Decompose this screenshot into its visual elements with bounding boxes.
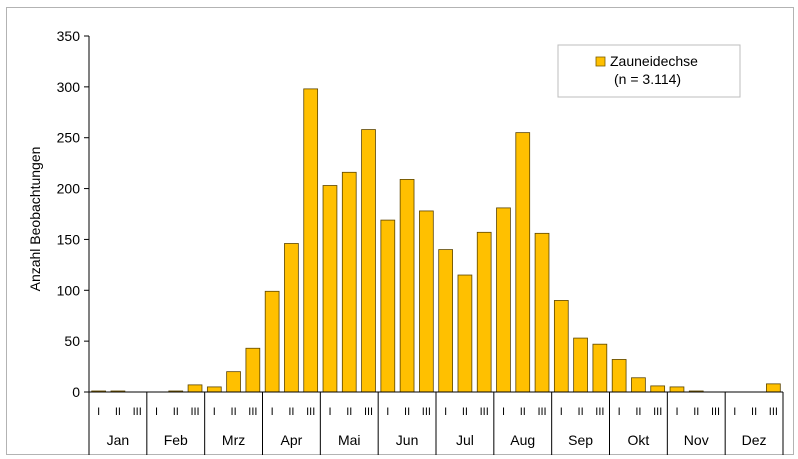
- month-label: Mai: [338, 432, 361, 448]
- decade-label: III: [769, 406, 778, 418]
- legend: Zauneidechse (n = 3.114): [557, 44, 741, 98]
- decade-label: II: [115, 406, 121, 418]
- decade-label: I: [213, 406, 216, 418]
- legend-box: [557, 44, 741, 98]
- decade-label: I: [444, 406, 447, 418]
- bar: [476, 231, 492, 393]
- bar: [766, 383, 781, 393]
- decade-label: I: [560, 406, 563, 418]
- bar: [669, 386, 685, 393]
- y-tick-label: 150: [57, 231, 81, 247]
- bar: [496, 207, 511, 393]
- bar: [187, 384, 203, 393]
- month-label: Aug: [510, 432, 535, 448]
- month-label: Feb: [164, 432, 188, 448]
- decade-label: III: [133, 406, 142, 418]
- decade-label: III: [422, 406, 431, 418]
- decade-label: I: [97, 406, 100, 418]
- bar: [457, 274, 473, 393]
- bar: [322, 185, 338, 393]
- bar: [380, 219, 396, 393]
- y-tick-label: 100: [57, 282, 81, 298]
- bar: [206, 386, 222, 393]
- decade-label: III: [653, 406, 662, 418]
- decade-label: I: [618, 406, 621, 418]
- decade-label: II: [404, 406, 410, 418]
- bar: [553, 300, 569, 393]
- decade-label: I: [386, 406, 389, 418]
- decade-label: II: [578, 406, 584, 418]
- bar: [399, 179, 415, 393]
- decade-label: I: [328, 406, 331, 418]
- decade-label: III: [306, 406, 315, 418]
- bars: [91, 88, 781, 393]
- bar: [650, 385, 666, 393]
- decade-label: II: [462, 406, 468, 418]
- decade-label: II: [635, 406, 641, 418]
- bar: [264, 290, 280, 393]
- decade-label: III: [711, 406, 720, 418]
- legend-sublabel: (n = 3.114): [614, 71, 681, 87]
- bar: [361, 129, 376, 393]
- decade-label: II: [288, 406, 294, 418]
- bar: [631, 377, 646, 393]
- legend-label: Zauneidechse: [610, 53, 698, 69]
- bar: [573, 337, 588, 393]
- month-label: Dez: [742, 432, 767, 448]
- y-tick-label: 50: [64, 333, 80, 349]
- bar: [515, 132, 531, 393]
- month-label: Mrz: [222, 432, 245, 448]
- bar: [438, 249, 453, 393]
- decade-label: II: [231, 406, 237, 418]
- bar: [245, 347, 261, 393]
- decade-label: III: [537, 406, 546, 418]
- month-label: Jun: [396, 432, 419, 448]
- bar: [303, 88, 319, 393]
- month-label: Nov: [684, 432, 709, 448]
- decade-label: II: [520, 406, 526, 418]
- bar: [226, 371, 241, 393]
- bar: [534, 232, 550, 393]
- decade-label: I: [271, 406, 274, 418]
- decade-label: II: [346, 406, 352, 418]
- y-tick-label: 300: [57, 79, 81, 95]
- decade-label: II: [173, 406, 179, 418]
- decade-label: I: [155, 406, 158, 418]
- decade-label: II: [693, 406, 699, 418]
- decade-label: III: [595, 406, 604, 418]
- y-tick-label: 200: [57, 181, 81, 197]
- decade-label: III: [190, 406, 199, 418]
- decade-label: III: [248, 406, 257, 418]
- legend-swatch: [595, 56, 606, 67]
- y-axis-label: Anzahl Beobachtungen: [27, 147, 43, 292]
- bar: [341, 171, 357, 393]
- decade-label: III: [364, 406, 373, 418]
- bar: [592, 343, 608, 393]
- decade-label: I: [733, 406, 736, 418]
- y-tick-label: 250: [57, 130, 81, 146]
- month-label: Okt: [628, 432, 650, 448]
- bar: [419, 210, 434, 393]
- decade-label: I: [675, 406, 678, 418]
- decade-label: II: [751, 406, 757, 418]
- month-label: Jan: [107, 432, 130, 448]
- decade-label: III: [480, 406, 489, 418]
- x-axis: I II III I II III I II III I II III I II III I II III I II I…: [88, 391, 784, 455]
- month-label: Sep: [568, 432, 593, 448]
- month-label: Apr: [281, 432, 303, 448]
- y-tick-label: 350: [57, 28, 81, 44]
- bar: [284, 243, 299, 393]
- decade-label: I: [502, 406, 505, 418]
- y-tick-label: 0: [72, 384, 80, 400]
- month-label: Jul: [456, 432, 474, 448]
- y-axis: 0 50 100 150 200 250 300 350: [57, 28, 90, 400]
- bar: [611, 359, 627, 393]
